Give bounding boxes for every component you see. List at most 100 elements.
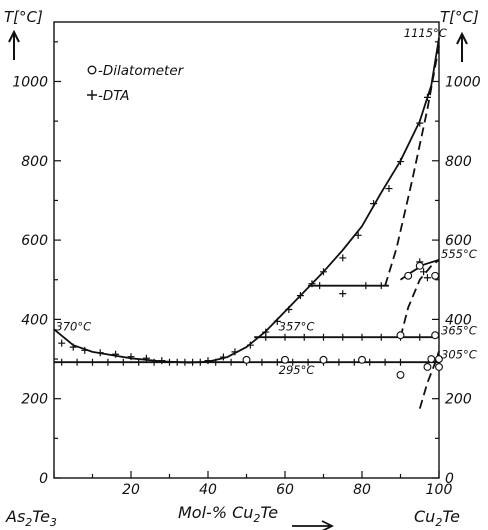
dilatometer-point — [435, 363, 443, 371]
legend-circle-marker-icon — [87, 65, 97, 75]
dta-point — [350, 358, 358, 366]
dta-point — [320, 268, 327, 276]
legend-label-dta: -DTA — [98, 88, 130, 104]
dilatometer-point — [319, 355, 328, 364]
dta-point — [354, 231, 362, 239]
dta-point — [335, 358, 343, 366]
dta-point — [377, 282, 385, 290]
dta-point — [158, 357, 166, 365]
dilatometer-point — [358, 355, 366, 364]
dta-point — [423, 93, 431, 101]
dta-point — [304, 358, 312, 366]
dashed-boundary-line — [384, 45, 440, 286]
dilatometer-point — [281, 355, 289, 364]
data-markers — [58, 93, 443, 379]
dta-point — [381, 358, 389, 366]
dta-point — [89, 358, 96, 366]
y-axis-label-right: T[°C] — [440, 8, 479, 26]
dilatometer-point — [427, 355, 436, 363]
dta-point — [258, 358, 266, 366]
dilatometer-point — [396, 331, 405, 340]
x-tick-label: 20 — [122, 482, 140, 498]
y-tick-label-right: 800 — [445, 154, 472, 170]
dta-point — [273, 317, 281, 325]
y-tick-label-right: 1000 — [445, 74, 481, 90]
dta-point — [385, 185, 393, 193]
dilatometer-point — [431, 331, 440, 340]
y-tick-label-left: 600 — [21, 233, 48, 249]
dta-point — [112, 350, 120, 358]
dilatometer-point — [242, 355, 251, 364]
y-axis-arrow-left-icon — [8, 29, 20, 60]
dilatometer-point — [415, 261, 424, 270]
y-axis-label-left: T[°C] — [4, 8, 43, 26]
dta-point — [397, 358, 404, 366]
dta-point — [397, 158, 404, 166]
temperature-annotation: 1115°C — [404, 26, 447, 40]
temperature-annotation: 365°C — [441, 323, 477, 337]
y-tick-label-right: 600 — [445, 233, 472, 249]
dta-point — [73, 358, 81, 366]
dta-point — [196, 358, 204, 366]
dta-point — [423, 274, 431, 282]
temperature-annotation: 555°C — [441, 247, 477, 261]
temperature-annotation: 357°C — [279, 319, 315, 333]
dashed-boundary-line — [399, 259, 440, 338]
dta-point — [320, 333, 327, 341]
y-tick-label-left: 800 — [21, 154, 48, 170]
y-tick-label-right: 0 — [445, 471, 454, 487]
dta-point — [416, 333, 424, 341]
dta-point — [370, 200, 378, 208]
dta-point — [285, 305, 293, 313]
dta-point — [296, 292, 304, 300]
x-tick-label: 40 — [199, 482, 217, 498]
y-tick-label-left: 0 — [39, 471, 48, 487]
dilatometer-point — [435, 355, 443, 363]
dta-point — [58, 339, 66, 347]
dta-point — [308, 280, 316, 288]
x-axis-label: Mol-% Cu2Te — [178, 503, 278, 525]
dilatometer-point — [431, 271, 440, 280]
dta-point — [281, 333, 289, 341]
dta-point — [219, 353, 227, 361]
x-tick-label: 80 — [353, 482, 371, 498]
y-axis-arrow-right-icon — [456, 31, 468, 62]
legend: -Dilatometer -DTA — [87, 63, 185, 104]
annotations: 1115°C 555°C 370°C 357°C 365°C 295°C 305°C — [55, 26, 476, 377]
dta-point — [273, 358, 281, 366]
dta-point — [127, 353, 135, 361]
dta-point — [135, 358, 143, 366]
dilatometer-point — [396, 370, 405, 379]
temperature-annotation: 295°C — [279, 363, 315, 377]
dilatometer-point — [404, 271, 413, 280]
dta-point — [377, 333, 385, 341]
dta-point — [420, 268, 428, 276]
dta-point — [246, 341, 254, 349]
left-component-label: As2Te3 — [5, 507, 57, 529]
dta-point — [142, 354, 150, 362]
dta-point — [262, 333, 270, 341]
dta-point — [231, 348, 239, 356]
x-tick-label: 60 — [276, 482, 294, 498]
dilatometer-point — [423, 363, 432, 371]
x-axis-arrow-icon — [292, 520, 335, 530]
temperature-annotation: 370°C — [55, 319, 91, 333]
y-tick-label-right: 400 — [445, 312, 472, 328]
dta-point — [416, 119, 424, 127]
dta-point — [212, 358, 220, 366]
dta-point — [316, 282, 324, 290]
dta-point — [289, 358, 297, 366]
dta-point — [81, 346, 89, 354]
legend-label-dilatometer: -Dilatometer — [98, 63, 185, 79]
y-tick-label-left: 200 — [21, 392, 48, 408]
dta-point — [150, 358, 158, 366]
dta-point — [362, 282, 370, 290]
dta-point — [204, 357, 212, 365]
temperature-annotation: 305°C — [441, 347, 477, 361]
y-tick-label-right: 200 — [445, 392, 472, 408]
dta-point — [339, 254, 347, 262]
dta-point — [181, 358, 189, 366]
dta-point — [104, 358, 112, 366]
axis-labels: 0 0 200 200 400 400 600 600 800 800 1000 1000 20 40 60… — [12, 74, 480, 498]
